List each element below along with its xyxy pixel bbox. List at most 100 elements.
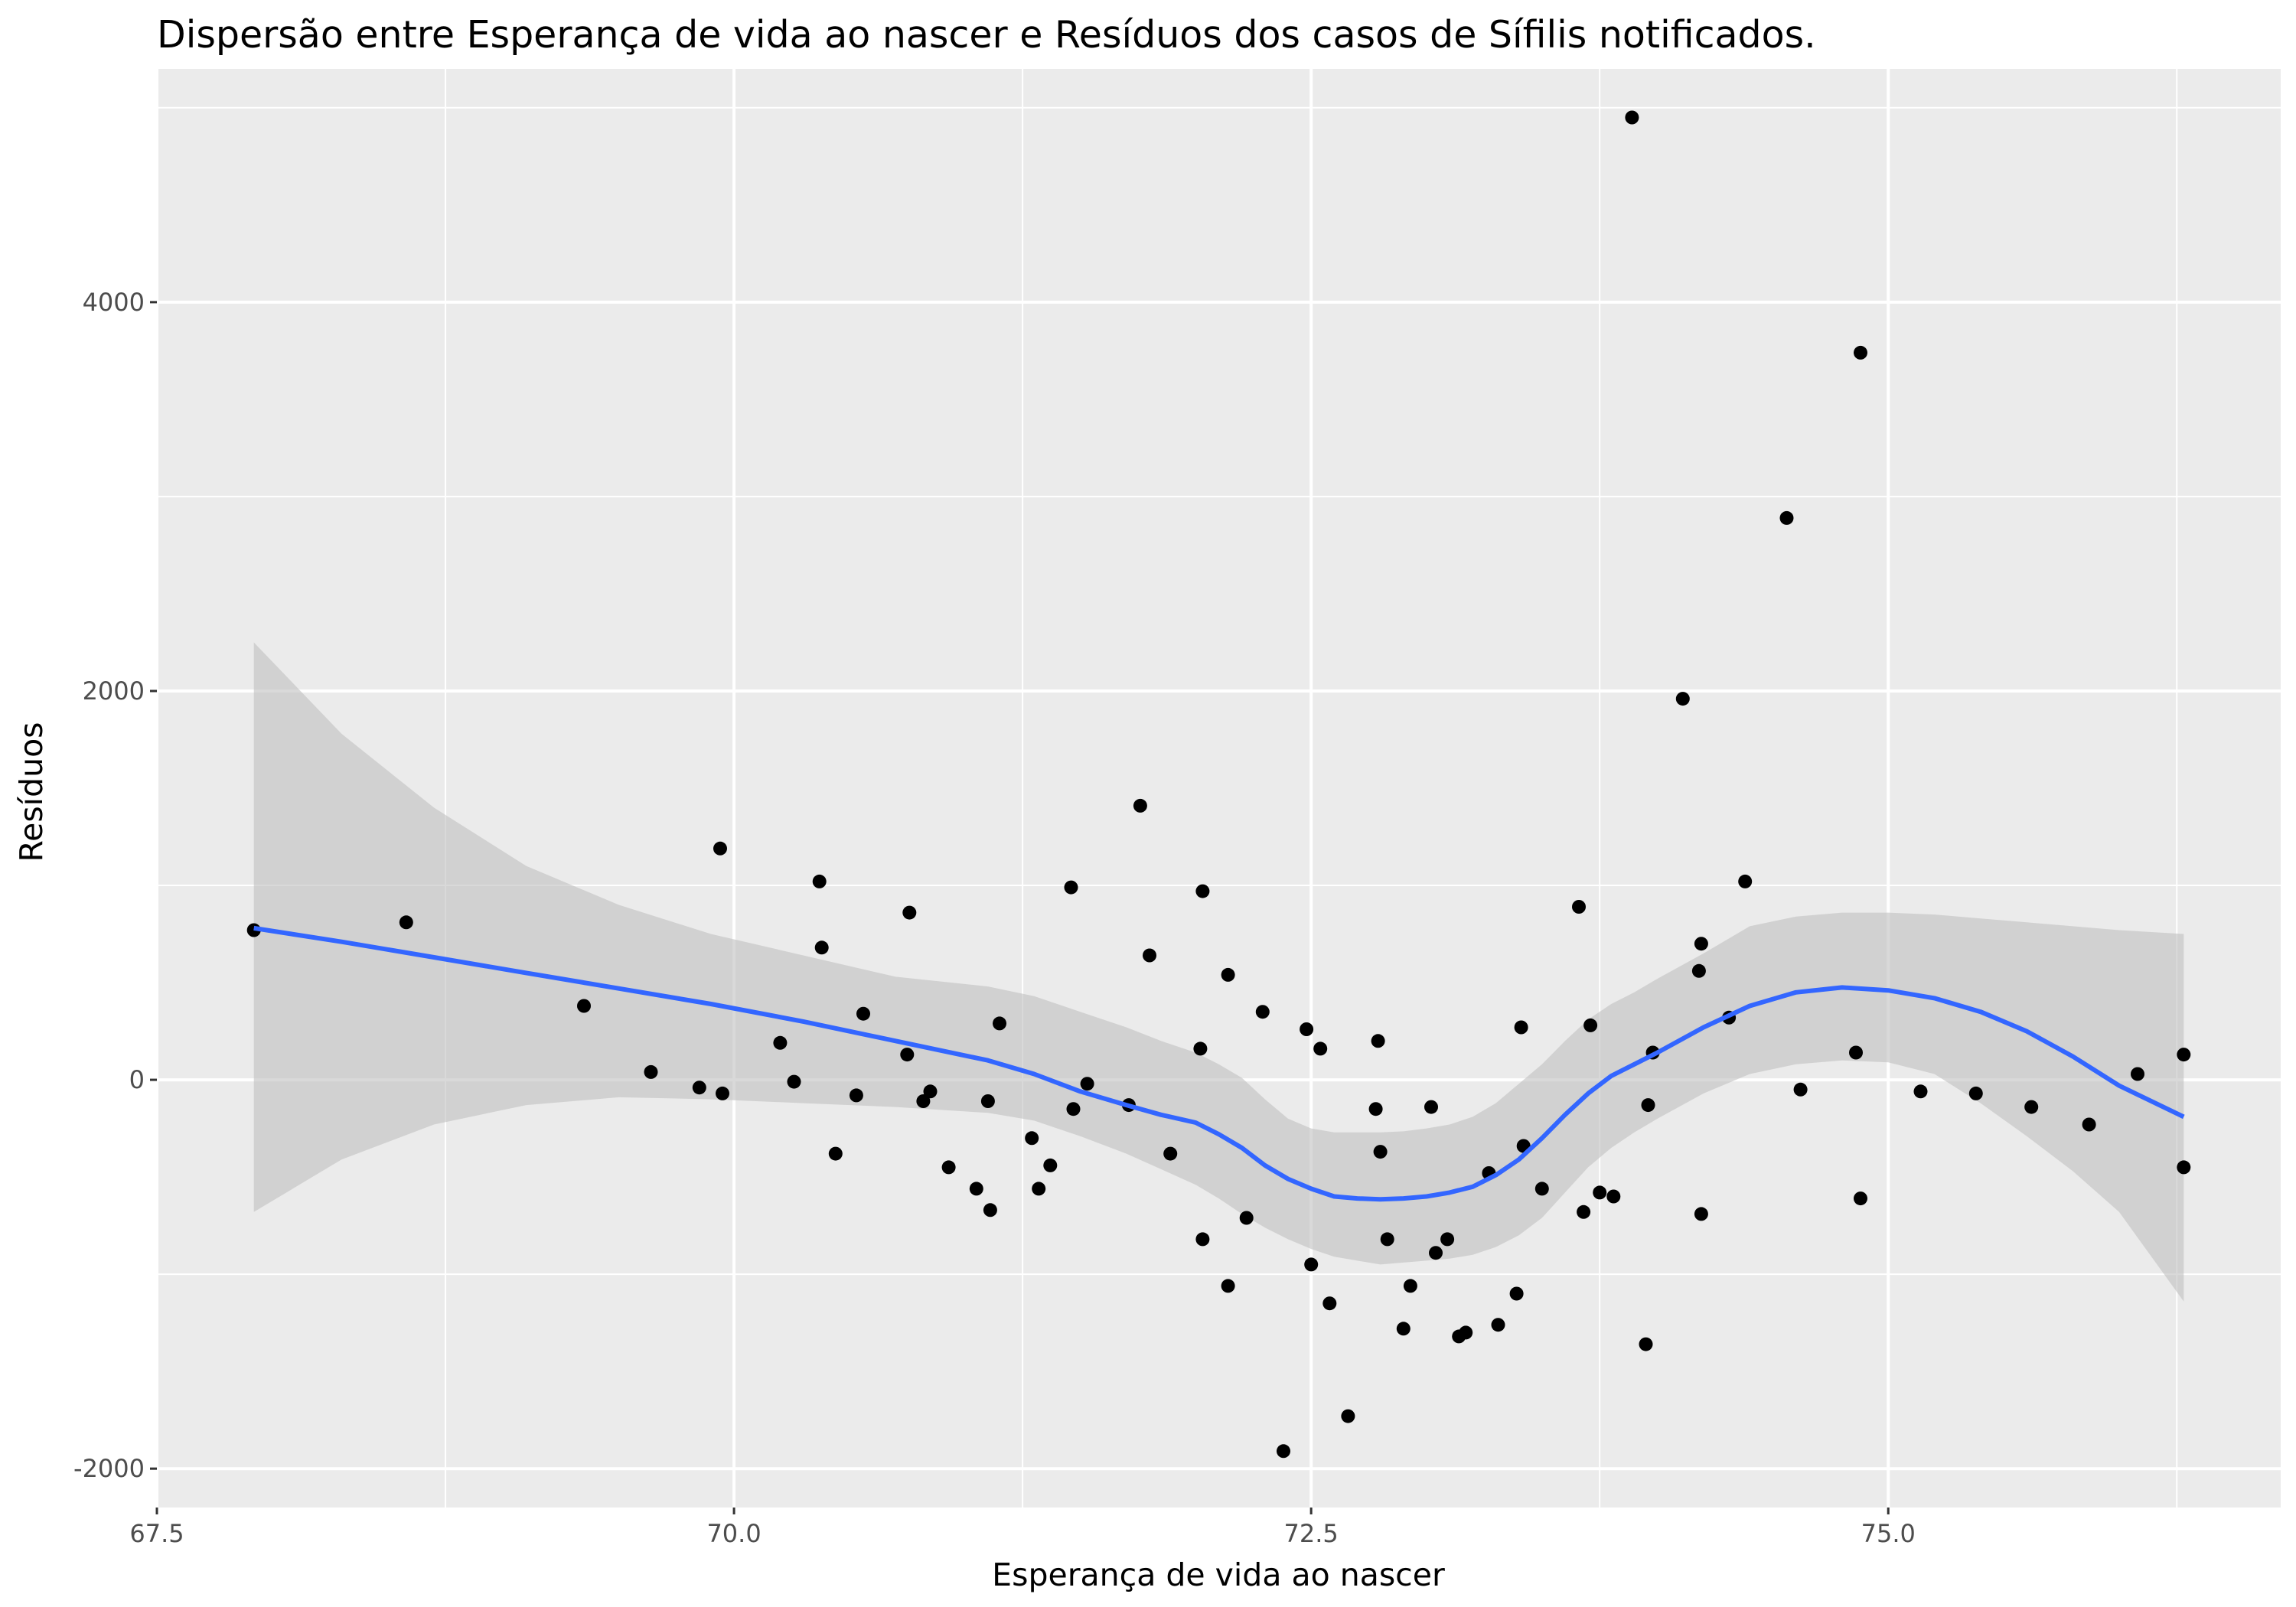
data-point	[1043, 1158, 1058, 1172]
data-point	[916, 1094, 931, 1108]
data-point	[1322, 1296, 1337, 1311]
data-point	[1380, 1232, 1394, 1247]
y-axis-title: Resíduos	[13, 722, 50, 862]
data-point	[983, 1203, 997, 1217]
data-point	[577, 999, 591, 1013]
data-point	[856, 1006, 870, 1021]
data-point	[1195, 884, 1210, 898]
data-point	[1025, 1131, 1039, 1146]
y-axis-ticks: -2000 0 2000 4000	[73, 288, 157, 1483]
data-point	[1854, 1191, 1867, 1206]
data-point	[1300, 1022, 1314, 1036]
data-point	[1694, 1207, 1708, 1221]
data-point	[828, 1146, 843, 1161]
data-point	[1913, 1084, 1928, 1099]
data-point	[812, 874, 827, 888]
data-point	[2024, 1100, 2039, 1114]
data-point	[1509, 1286, 1524, 1301]
data-point	[902, 905, 917, 920]
plot-panel	[157, 69, 2281, 1508]
data-point	[1195, 1232, 1210, 1247]
data-point	[1968, 1086, 1983, 1100]
data-point	[1373, 1145, 1388, 1159]
data-point	[1403, 1279, 1417, 1293]
data-point	[1691, 963, 1706, 978]
x-tick-label: 70.0	[706, 1519, 761, 1548]
data-point	[969, 1182, 983, 1196]
data-point	[1738, 874, 1753, 888]
data-point	[1221, 1279, 1235, 1293]
data-point	[1193, 1041, 1208, 1056]
data-point	[923, 1084, 938, 1099]
data-point	[1854, 345, 1867, 360]
chart-title: Dispersão entre Esperança de vida ao nas…	[157, 13, 1816, 57]
y-tick-label: 2000	[83, 676, 145, 706]
data-point	[1694, 937, 1708, 951]
data-point	[1440, 1232, 1455, 1247]
data-point	[1779, 510, 1794, 525]
data-point	[399, 915, 413, 930]
x-tick-label: 67.5	[129, 1519, 184, 1548]
data-point	[713, 841, 727, 856]
data-point	[1371, 1034, 1385, 1048]
data-points	[246, 110, 2191, 1459]
data-point	[1239, 1211, 1254, 1225]
data-point	[1277, 1444, 1290, 1459]
data-point	[1133, 798, 1147, 813]
data-point	[1572, 900, 1586, 914]
data-point	[849, 1088, 863, 1103]
data-point	[980, 1094, 995, 1108]
data-point	[1143, 948, 1156, 963]
data-point	[1639, 1337, 1653, 1351]
data-point	[941, 1160, 956, 1175]
data-point	[787, 1074, 801, 1089]
data-point	[1606, 1189, 1621, 1204]
data-point	[2131, 1067, 2144, 1081]
data-point	[1066, 1102, 1081, 1116]
x-axis-title: Esperança de vida ao nascer	[992, 1556, 1445, 1593]
data-point	[900, 1048, 915, 1062]
data-point	[1341, 1409, 1355, 1423]
data-point	[1534, 1182, 1549, 1196]
data-point	[993, 1016, 1006, 1031]
data-point	[1491, 1318, 1505, 1332]
data-point	[1313, 1041, 1328, 1056]
data-point	[1429, 1246, 1443, 1260]
x-axis-ticks: 67.5 70.0 72.5 75.0	[129, 1508, 1916, 1548]
data-point	[814, 940, 829, 955]
smooth-line	[253, 925, 2185, 1202]
data-point	[1459, 1325, 1473, 1340]
data-point	[1593, 1185, 1607, 1200]
data-point	[1793, 1082, 1808, 1097]
data-point	[644, 1064, 658, 1079]
data-point	[2177, 1160, 2191, 1175]
data-point	[1849, 1045, 1863, 1060]
data-point	[1675, 692, 1690, 706]
data-point	[1221, 967, 1235, 982]
data-point	[716, 1086, 729, 1100]
data-point	[1583, 1018, 1598, 1032]
data-point	[692, 1081, 706, 1095]
y-tick-label: 4000	[83, 288, 145, 317]
data-point	[1255, 1005, 1270, 1019]
data-point	[1032, 1182, 1046, 1196]
data-point	[1641, 1098, 1655, 1113]
confidence-ribbon	[253, 642, 2184, 1302]
data-point	[1064, 880, 1078, 895]
data-point	[1163, 1146, 1178, 1161]
data-point	[2082, 1117, 2096, 1132]
data-point	[1514, 1020, 1528, 1035]
x-tick-label: 72.5	[1284, 1519, 1339, 1548]
data-point	[1424, 1100, 1438, 1114]
x-tick-label: 75.0	[1861, 1519, 1916, 1548]
y-tick-label: 0	[129, 1065, 145, 1094]
data-point	[773, 1035, 788, 1050]
y-tick-label: -2000	[73, 1454, 145, 1483]
data-point	[1080, 1077, 1094, 1091]
data-point	[1368, 1102, 1383, 1116]
data-point	[1577, 1204, 1591, 1219]
data-point	[1625, 110, 1639, 125]
data-point	[1396, 1322, 1411, 1336]
data-point	[2177, 1048, 2191, 1062]
